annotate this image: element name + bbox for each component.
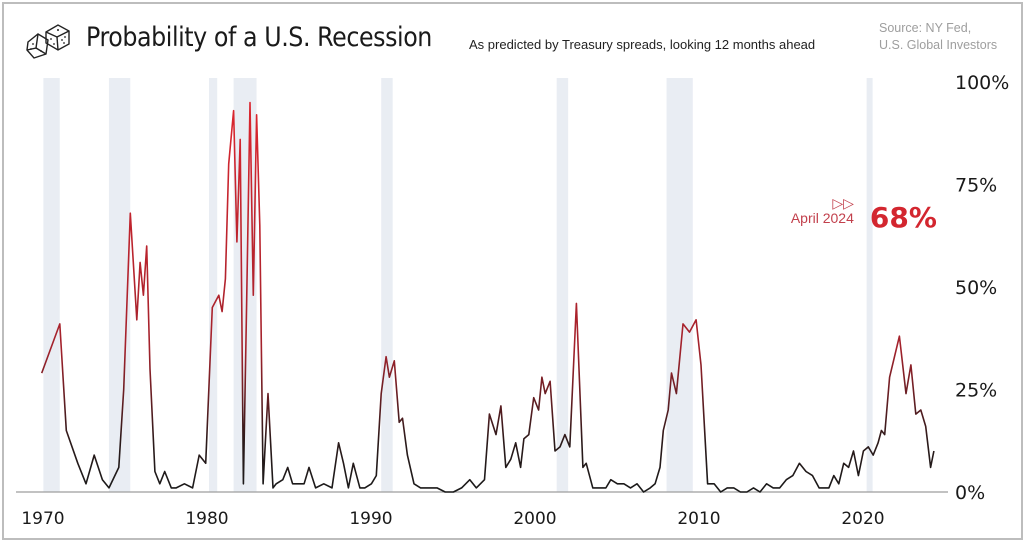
recession-band bbox=[108, 78, 131, 492]
recession-bands bbox=[43, 78, 873, 492]
x-tick-label: 1980 bbox=[185, 509, 228, 529]
y-tick-label: 100% bbox=[955, 72, 1009, 94]
source-note: Source: NY Fed, U.S. Global Investors bbox=[879, 20, 997, 54]
series-line-recession-probability bbox=[40, 101, 935, 493]
latest-value-annotation: ▷▷ April 2024 68% bbox=[791, 195, 937, 234]
y-tick-label: 25% bbox=[955, 380, 997, 402]
y-tick-label: 0% bbox=[955, 482, 985, 504]
dice-icon bbox=[26, 24, 70, 59]
annotation-value: 68% bbox=[870, 201, 937, 234]
recession-band bbox=[209, 78, 218, 492]
recession-band bbox=[666, 78, 693, 492]
y-axis: 0% 25% 50% 75% 100% bbox=[955, 72, 1009, 504]
chart-frame bbox=[2, 2, 1023, 540]
source-line-2: U.S. Global Investors bbox=[879, 38, 998, 52]
x-axis: 1970 1980 1990 2000 2010 2020 bbox=[21, 509, 884, 529]
source-line-1: Source: NY Fed, bbox=[879, 21, 972, 35]
chart-subtitle: As predicted by Treasury spreads, lookin… bbox=[469, 37, 816, 52]
x-tick-label: 2000 bbox=[513, 509, 556, 529]
annotation-date: April 2024 bbox=[791, 210, 854, 226]
y-tick-label: 50% bbox=[955, 277, 997, 299]
chart-title: Probability of a U.S. Recession bbox=[86, 22, 432, 53]
recession-band bbox=[43, 78, 60, 492]
x-tick-label: 2020 bbox=[841, 509, 884, 529]
y-tick-label: 75% bbox=[955, 175, 997, 197]
x-tick-label: 1990 bbox=[349, 509, 392, 529]
recession-band bbox=[381, 78, 393, 492]
x-tick-label: 1970 bbox=[21, 509, 64, 529]
recession-band bbox=[556, 78, 569, 492]
fast-forward-icon: ▷▷ bbox=[832, 195, 854, 211]
x-tick-label: 2010 bbox=[677, 509, 720, 529]
recession-band bbox=[866, 78, 873, 492]
